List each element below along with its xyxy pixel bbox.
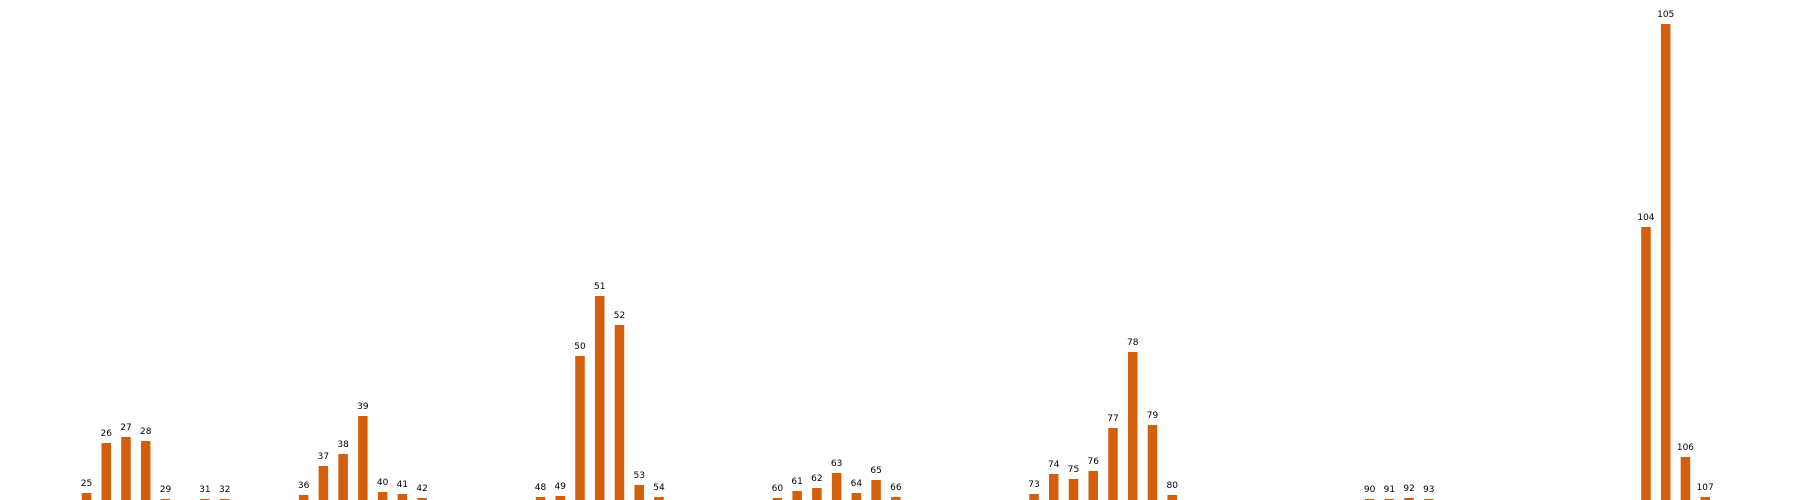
bar-label-29: 29	[160, 485, 172, 495]
bar-label-105: 105	[1657, 10, 1674, 20]
bar-label-49: 49	[555, 482, 567, 492]
bar-label-62: 62	[811, 474, 822, 484]
bar-75	[1068, 479, 1079, 500]
bar-51	[594, 296, 605, 500]
bar-label-92: 92	[1403, 484, 1414, 494]
bar-label-75: 75	[1068, 465, 1079, 475]
bar-73	[1029, 494, 1039, 500]
bar-62	[812, 488, 822, 500]
bar-39	[358, 416, 368, 500]
bar-label-50: 50	[574, 342, 586, 352]
bar-label-32: 32	[219, 485, 230, 495]
bar-label-39: 39	[357, 402, 369, 412]
bar-48	[535, 497, 546, 500]
bar-63	[831, 473, 842, 500]
bar-label-38: 38	[337, 440, 349, 450]
bar-label-76: 76	[1088, 457, 1100, 467]
bar-52	[614, 325, 625, 500]
bar-label-27: 27	[120, 423, 131, 433]
bar-label-48: 48	[535, 483, 547, 493]
bar-label-66: 66	[890, 483, 902, 493]
bar-36	[298, 495, 309, 500]
bar-38	[338, 454, 348, 500]
bar-label-78: 78	[1127, 338, 1139, 348]
bar-77	[1108, 428, 1118, 500]
bar-79	[1147, 425, 1158, 500]
bar-26	[101, 443, 111, 500]
bar-label-79: 79	[1147, 411, 1159, 421]
bar-107	[1700, 497, 1710, 500]
bar-label-107: 107	[1697, 483, 1714, 493]
bar-label-104: 104	[1637, 213, 1654, 223]
bar-label-36: 36	[298, 481, 310, 491]
bar-28	[140, 441, 151, 500]
bar-61	[792, 491, 802, 500]
bar-label-25: 25	[81, 479, 92, 489]
bar-64	[851, 493, 862, 500]
bar-label-54: 54	[653, 483, 665, 493]
data-labels: 25 26 27 28 29 31 32 36 37 38 39 40 41 42 48 49 50 51 52 53…	[81, 10, 1714, 495]
bar-label-26: 26	[101, 429, 113, 439]
bar-label-63: 63	[831, 459, 842, 469]
bar-label-41: 41	[397, 480, 408, 490]
bar-label-52: 52	[614, 311, 625, 321]
bar-label-60: 60	[772, 484, 784, 494]
bar-54	[654, 497, 664, 500]
bar-label-65: 65	[870, 466, 881, 476]
bar-label-90: 90	[1364, 485, 1376, 495]
bar-104	[1641, 227, 1651, 500]
bar-label-28: 28	[140, 427, 152, 437]
bar-41	[397, 494, 408, 500]
bar-label-37: 37	[318, 452, 329, 462]
bar-65	[871, 480, 881, 500]
bar-78	[1127, 352, 1138, 500]
bar-label-74: 74	[1048, 460, 1060, 470]
bar-label-77: 77	[1107, 414, 1118, 424]
bar-label-53: 53	[633, 471, 644, 481]
bar-label-80: 80	[1166, 481, 1178, 491]
bar-label-93: 93	[1423, 485, 1434, 495]
bar-60	[772, 498, 783, 500]
bar-92	[1404, 498, 1414, 500]
bar-50	[575, 356, 585, 500]
bar-label-31: 31	[199, 485, 210, 495]
bar-label-64: 64	[851, 479, 863, 489]
bar-label-106: 106	[1677, 443, 1694, 453]
bar-40	[377, 492, 388, 500]
bar-106	[1680, 457, 1691, 500]
bar-53	[634, 485, 644, 500]
bar-66	[891, 497, 901, 500]
bar-label-91: 91	[1384, 485, 1395, 495]
bar-37	[318, 466, 329, 500]
bar-label-51: 51	[594, 282, 605, 292]
bar-label-61: 61	[791, 477, 802, 487]
bar-25	[81, 493, 92, 500]
bar-76	[1088, 471, 1098, 500]
bar-series	[81, 24, 1710, 500]
bar-80	[1167, 495, 1177, 500]
bar-74	[1049, 474, 1059, 500]
bar-label-42: 42	[416, 484, 427, 494]
bar-42	[417, 498, 427, 500]
bar-49	[555, 496, 566, 500]
bar-27	[121, 437, 131, 500]
bar-label-40: 40	[377, 478, 389, 488]
bar-105	[1660, 24, 1671, 500]
bar-label-73: 73	[1028, 480, 1039, 490]
